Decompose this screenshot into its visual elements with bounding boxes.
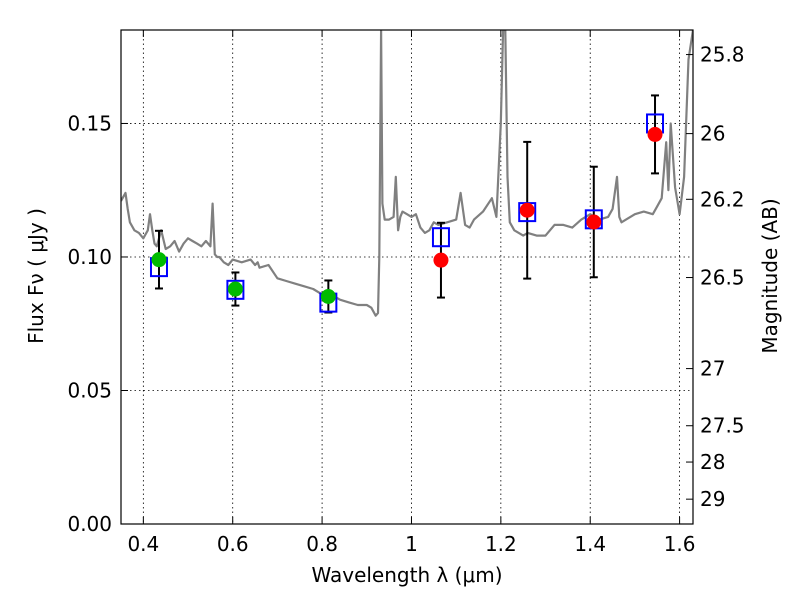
optical-point: [227, 281, 243, 297]
y-axis-ticks: 0.00 0.05 0.10 0.15: [67, 111, 128, 536]
x-tick-label: 1: [405, 532, 418, 556]
x-tick-label: 1.4: [574, 532, 606, 556]
y-tick-label: 0.15: [67, 111, 112, 135]
y-tick-label: 0.05: [67, 378, 112, 402]
model-spectrum-line: [121, 30, 693, 317]
nir-point: [586, 214, 602, 230]
x-tick-label: 1.6: [664, 532, 696, 556]
x-axis-label: Wavelength λ (μm): [311, 563, 502, 587]
model-flux-box: [431, 227, 450, 248]
x-tick-label: 0.8: [306, 532, 338, 556]
y2-tick-label: 26.5: [700, 266, 745, 290]
y2-tick-label: 26: [700, 122, 725, 146]
x-tick-label: 0.4: [127, 532, 159, 556]
optical-point: [151, 252, 167, 268]
y2-tick-label: 25.8: [700, 43, 745, 67]
grid-lines: [121, 30, 693, 524]
model-flux-box: [226, 279, 245, 300]
y-tick-label: 0.10: [67, 245, 112, 269]
y-tick-label: 0.00: [67, 512, 112, 536]
y2-tick-label: 28: [700, 450, 725, 474]
x-tick-label: 1.2: [485, 532, 517, 556]
optical-point: [320, 288, 336, 304]
series-layer: [121, 30, 693, 317]
nir-point: [647, 126, 663, 142]
plot-frame: [120, 29, 694, 525]
y-axis-label: Flux Fν ( μJy ): [24, 208, 48, 344]
y2-axis-label: Magnitude (AB): [758, 198, 782, 353]
nir-point: [519, 202, 535, 218]
y2-tick-label: 27.5: [700, 414, 745, 438]
plot-area: [121, 30, 693, 317]
y2-tick-label: 26.2: [700, 187, 745, 211]
x-axis-ticks: 0.4 0.6 0.8 1 1.2 1.4 1.6: [127, 30, 696, 556]
y2-tick-label: 29: [700, 487, 725, 511]
y2-tick-label: 27: [700, 357, 725, 381]
nir-point: [433, 252, 449, 268]
x-tick-label: 0.6: [217, 532, 249, 556]
y2-axis-ticks: 25.8 26 26.2 26.5 27 27.5 28 29: [686, 43, 745, 511]
